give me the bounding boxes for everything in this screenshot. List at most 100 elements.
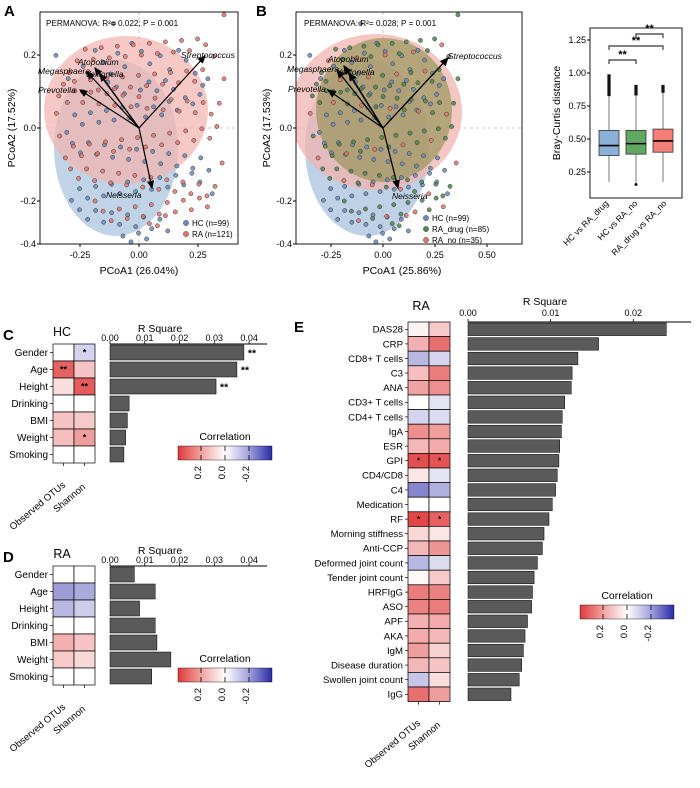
scatter-point — [428, 138, 434, 143]
scatter-point — [154, 88, 160, 94]
boxplot-ytick-3: 0.50 — [568, 134, 586, 144]
scatter-point — [219, 160, 225, 166]
scatter-point — [428, 165, 433, 171]
scatter-point — [187, 48, 192, 53]
boxplot-ytick-0: 1.25 — [568, 35, 586, 45]
scatter-point — [387, 83, 393, 89]
scatter-point — [359, 103, 365, 108]
heatmap-cell — [428, 409, 451, 425]
scatter-point — [358, 117, 364, 123]
panel-e-xaxis: 0.00 0.01 0.02 — [459, 308, 691, 323]
panel-e: E RA R Square 0.00 0.01 0.02 * * * * DAS28 CRP… — [294, 296, 691, 771]
scatter-point — [411, 86, 416, 92]
heatmap-cell — [73, 394, 96, 413]
scatter-point — [455, 76, 461, 82]
row-label: Disease duration — [331, 661, 403, 672]
heatmap-cell — [428, 540, 451, 556]
heatmap-cell — [428, 380, 451, 396]
heatmap-cell — [73, 633, 96, 652]
row-label: Gender — [15, 348, 49, 359]
scatter-point — [189, 170, 195, 176]
panel-b-permanova: PERMANOVA: R²= 0.028; P = 0.001 — [304, 19, 437, 28]
heatmap-cell — [407, 569, 430, 586]
scatter-point — [66, 70, 72, 75]
scatter-point — [320, 166, 326, 172]
scatter-point — [68, 166, 73, 172]
scatter-point — [101, 59, 106, 65]
xtick-label: 0.01 — [542, 308, 560, 318]
taxa-label-megasphaera-a: Megasphaera — [38, 66, 90, 76]
scatter-point — [106, 55, 112, 61]
biplot-arrows-a — [78, 55, 206, 190]
scatter-point — [141, 177, 147, 183]
scatter-point — [317, 100, 323, 105]
row-label: ESR — [383, 442, 403, 453]
scatter-point — [412, 189, 417, 194]
panel-a-legend: HC (n=99) RA (n=121) — [180, 216, 237, 242]
scatter-point — [111, 117, 117, 123]
heatmap-cell — [428, 599, 451, 615]
r-square-bar — [467, 673, 520, 687]
scatter-point — [376, 173, 382, 178]
scatter-point — [119, 137, 124, 143]
scatter-point — [384, 177, 390, 183]
scatter-point — [136, 230, 141, 236]
heatmap-cell — [52, 633, 75, 652]
xtick-label: 0.00 — [459, 308, 477, 318]
r-square-bar — [467, 629, 526, 643]
scatter-point — [338, 89, 343, 95]
scatter-point — [100, 208, 106, 214]
outlier-cluster-top — [607, 74, 611, 97]
taxa-label-megasphaera-b: Megasphaera — [287, 64, 339, 74]
significance-star: ** — [60, 365, 68, 375]
scatter-point — [373, 104, 379, 110]
scatter-point — [330, 121, 336, 127]
scatter-point — [144, 236, 149, 242]
heatmap-cell — [73, 445, 96, 464]
scatter-point — [205, 204, 210, 210]
scatter-point — [80, 100, 86, 105]
outlier-point — [634, 183, 638, 187]
scatter-point — [445, 191, 450, 197]
scatter-point — [389, 79, 395, 85]
scatter-point — [167, 130, 173, 136]
r-square-bar — [109, 344, 245, 361]
scatter-point — [396, 51, 402, 56]
boxplot-ytick-2: 0.75 — [568, 101, 586, 111]
scatter-point — [335, 195, 341, 201]
heatmap-cell — [52, 667, 75, 686]
xtick-label: 0.02 — [171, 333, 189, 343]
scatter-point — [331, 100, 336, 105]
scatter-point — [421, 153, 426, 159]
scatter-point — [190, 165, 196, 171]
scatter-point — [390, 61, 395, 67]
heatmap-cell — [407, 438, 430, 454]
scatter-point — [85, 216, 90, 222]
scatter-point — [200, 82, 206, 88]
scatter-point — [436, 82, 442, 88]
scatter-point — [126, 157, 131, 162]
scatter-point — [451, 100, 457, 106]
scatter-point — [204, 193, 210, 199]
scatter-point — [122, 64, 128, 70]
panel-d-title: RA — [53, 547, 71, 561]
scatter-point — [453, 160, 459, 166]
panel-e-axis-title: R Square — [523, 296, 568, 308]
scatter-point — [403, 78, 409, 83]
scatter-point — [455, 12, 461, 18]
scatter-point — [71, 78, 77, 84]
scatter-point — [166, 151, 172, 156]
scatter-point — [82, 46, 88, 52]
scatter-point — [368, 54, 374, 59]
r-square-bar — [109, 429, 126, 446]
scatter-point — [327, 176, 333, 181]
scatter-point — [146, 79, 152, 85]
heatmap-cell — [407, 657, 430, 673]
scatter-point — [108, 180, 114, 186]
r-square-bar — [467, 468, 558, 482]
scatter-point — [179, 38, 184, 43]
scatter-point — [344, 87, 350, 93]
scatter-point — [413, 173, 418, 178]
heatmap-cell — [428, 336, 451, 352]
heatmap-cell — [428, 321, 451, 337]
